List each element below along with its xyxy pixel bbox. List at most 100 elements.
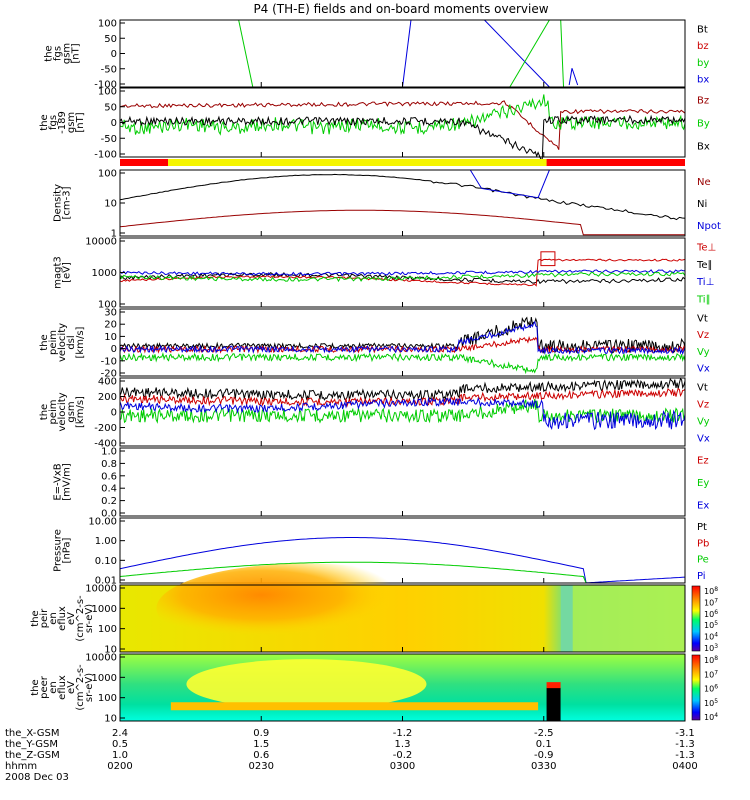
legend-te: Te∥ [696, 260, 713, 271]
y-tick-label: 100 [98, 87, 117, 98]
legend-pb: Pb [697, 538, 709, 549]
y-tick-label: 30 [104, 308, 117, 319]
footer-value: 2.4 [112, 728, 128, 739]
y-axis-label: Density[cm-3] [53, 184, 73, 222]
footer-value: 0.1 [536, 739, 552, 750]
series-bx [568, 68, 579, 86]
series-vt [119, 377, 686, 401]
series-vz [119, 387, 686, 408]
y-tick-label: -100 [94, 80, 117, 91]
series-te-par [119, 271, 686, 285]
footer-value: 1.0 [112, 750, 128, 761]
panel-frame [119, 308, 686, 377]
figure-title: P4 (TH-E) fields and on-board moments ov… [253, 2, 548, 16]
spectrogram-late-region [560, 585, 685, 652]
colorbar-tick: 106 [704, 684, 718, 694]
series-vt [119, 316, 686, 354]
spectrogram-boundary [560, 585, 573, 652]
temp-spike [540, 251, 556, 267]
colorbar-tick: 108 [704, 655, 718, 665]
footer-value: -0.9 [534, 750, 554, 761]
y-tick-label: 1.00 [95, 536, 117, 547]
series-ne [119, 209, 685, 236]
y-tick-label: 0.0 [101, 509, 117, 520]
panel-frame [119, 517, 686, 584]
y-axis-label: thepeimvelocitydsl[km/s] [39, 323, 86, 362]
colorbar [691, 654, 701, 721]
y-tick-label: 1000 [92, 268, 117, 279]
legend-te: Te⊥ [696, 243, 716, 254]
y-tick-label: 100 [98, 19, 117, 30]
y-tick-label: 50 [104, 34, 117, 45]
y-tick-label: 1.0 [101, 447, 117, 458]
y-tick-label: -50 [101, 134, 117, 145]
y-axis-label: Pressure[nPa] [53, 529, 73, 572]
footer-value: 1.3 [395, 739, 411, 750]
legend-ex: Ex [697, 501, 709, 512]
series-ti-par [119, 271, 686, 283]
panel-frame [119, 169, 686, 237]
quality-bar-red [546, 159, 685, 166]
y-tick-label: 10 [104, 332, 117, 343]
footer-value: -2.5 [534, 728, 554, 739]
panels: Btbzbybx100500-50-100thefgsgsm[nT]BzByBx… [30, 19, 721, 725]
panel-fgs2: Bz By Bx 100 50 0 -50 -100 thefgs-189gsm[nT] [39, 87, 710, 166]
legend-npot: Npot [697, 221, 721, 232]
footer-row-label: the_Y-GSM [5, 739, 58, 750]
y-tick-label: 0 [111, 344, 117, 355]
y-tick-label: 20 [104, 320, 117, 331]
legend-by: By [697, 119, 710, 130]
footer-row-label: hhmm [5, 761, 37, 772]
y-axis-label: thepeirenefluxeV(cm^2-s-sr-eV) [30, 595, 95, 642]
colorbar-tick: 104 [704, 712, 718, 722]
footer-value: 0300 [390, 761, 415, 772]
legend-vy: Vy [697, 347, 710, 358]
legend-bz: bz [697, 41, 709, 52]
series-bz [119, 100, 686, 150]
series-ni [119, 173, 686, 221]
panel-temp: Te⊥ Te∥ Ti⊥ Ti∥ 10000 1000 100 magt3[eV] [53, 237, 717, 311]
legend-ti: Ti∥ [696, 294, 711, 305]
y-axis-label: thefgsgsm[nT] [44, 43, 82, 64]
legend-bx: Bx [697, 142, 710, 153]
y-tick-label: 100 [98, 300, 117, 311]
y-axis-label: thepeerenefluxeV(cm^2-s-sr-eV) [30, 664, 95, 711]
footer-value: -1.3 [675, 750, 695, 761]
colorbar [691, 585, 701, 652]
legend-ey: Ey [697, 478, 709, 489]
y-tick-label: 0 [111, 49, 117, 60]
series-by [238, 19, 254, 88]
footer-value: -1.3 [675, 739, 695, 750]
legend-bt: Bt [697, 24, 708, 35]
legend-ni: Ni [697, 199, 707, 210]
series-by [509, 19, 550, 88]
footer-value: 0400 [672, 761, 697, 772]
y-tick-label: 0.01 [95, 576, 117, 587]
legend-ne: Ne [697, 177, 711, 188]
y-axis-label: thefgs-189gsm[nT] [39, 111, 86, 134]
series-by [560, 19, 565, 88]
y-tick-label: 0.4 [101, 484, 117, 495]
y-tick-label: 10 [104, 645, 117, 656]
colorbar-tick: 107 [704, 669, 718, 679]
footer-value: 0.9 [253, 728, 269, 739]
y-tick-label: 10000 [85, 237, 117, 248]
legend-by: by [697, 58, 709, 69]
series-vx [119, 320, 686, 356]
y-tick-label: 0.2 [101, 496, 117, 507]
panel-pressure: Pt Pb Pe Pi 10.00 1.00 0.10 0.01 Pressure[nPa] [53, 517, 710, 587]
footer-value: -1.2 [393, 728, 413, 739]
y-tick-label: 0.10 [95, 556, 117, 567]
panel-frame [119, 19, 686, 88]
legend-bz: Bz [697, 96, 709, 107]
series-ti-perp [119, 269, 686, 277]
panel-elec-spec: 108 107 106 105 104 10000 1000 100 10 thepeerenef… [30, 653, 718, 725]
panel-frame [119, 447, 686, 517]
colorbar-tick: 107 [704, 597, 718, 607]
footer-date: 2008 Dec 03 [5, 772, 69, 783]
spectrogram-hot-region [156, 563, 457, 654]
series-vx [119, 396, 686, 431]
legend-vz: Vz [697, 400, 709, 411]
y-tick-label: 400 [98, 377, 117, 388]
